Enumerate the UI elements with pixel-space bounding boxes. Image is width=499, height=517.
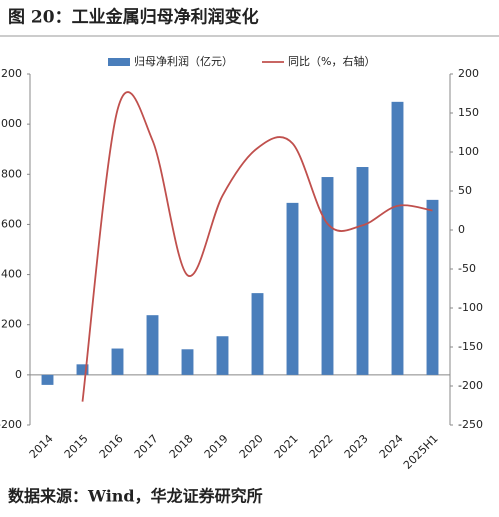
x-tick-label: 2023 <box>342 432 371 461</box>
y2-tick-label: 150 <box>458 106 479 119</box>
y-tick-label: -200 <box>0 418 22 431</box>
y2-tick-label: 100 <box>458 145 479 158</box>
bar <box>321 177 334 375</box>
y2-tick-label: 50 <box>458 184 472 197</box>
chart-title: 图 20：工业金属归母净利润变化 <box>8 7 259 28</box>
x-tick-label: 2019 <box>202 432 231 461</box>
bar <box>391 101 404 375</box>
x-tick-label: 2018 <box>167 432 196 461</box>
bar <box>356 167 369 375</box>
x-tick-label: 2015 <box>62 432 91 461</box>
y2-tick-label: 0 <box>458 223 465 236</box>
x-tick-label: 2014 <box>27 432 56 461</box>
bar <box>286 202 299 375</box>
y2-tick-label: 200 <box>458 67 479 80</box>
x-tick-label: 2020 <box>237 432 266 461</box>
x-tick-label: 2025H1 <box>401 432 441 472</box>
x-tick-label: 2022 <box>307 432 336 461</box>
bar <box>251 293 264 375</box>
y2-tick-label: -200 <box>458 379 483 392</box>
y2-tick-label: -100 <box>458 301 483 314</box>
line <box>81 91 433 402</box>
x-tick-label: 2017 <box>132 432 161 461</box>
y-tick-label: 400 <box>1 268 22 281</box>
legend-swatch <box>108 58 130 66</box>
bar <box>426 199 439 375</box>
y2-tick-label: -150 <box>458 340 483 353</box>
bar <box>216 336 229 375</box>
y-tick-label: 200 <box>1 318 22 331</box>
bar <box>41 374 54 385</box>
bar <box>181 349 194 375</box>
bar <box>111 348 124 375</box>
x-tick-label: 2021 <box>272 432 301 461</box>
legend-label: 同比（%，右轴） <box>288 54 375 68</box>
y2-tick-label: -250 <box>458 418 483 431</box>
y2-tick-label: -50 <box>458 262 476 275</box>
bar <box>76 364 89 375</box>
legend-label: 归母净利润（亿元） <box>134 54 233 68</box>
source: 数据来源：Wind，华龙证券研究所 <box>8 487 263 506</box>
x-tick-label: 2016 <box>97 432 126 461</box>
x-tick-label: 2024 <box>377 432 406 461</box>
y-tick-label: 0 <box>15 368 22 381</box>
y-tick-label: 1000 <box>0 117 22 130</box>
bar <box>146 315 159 375</box>
y-tick-label: 600 <box>1 217 22 230</box>
y-tick-label: 1200 <box>0 67 22 80</box>
y-tick-label: 800 <box>1 167 22 180</box>
